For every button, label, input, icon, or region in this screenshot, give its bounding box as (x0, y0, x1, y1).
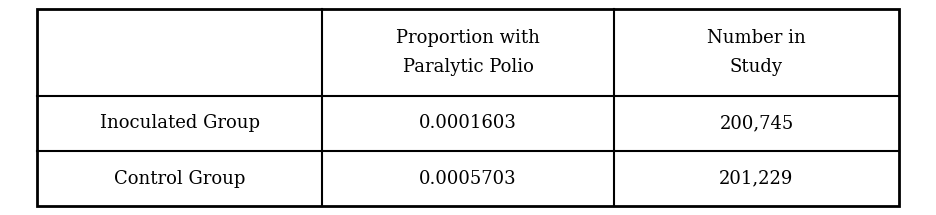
Text: Control Group: Control Group (114, 170, 245, 188)
Text: Proportion with
Paralytic Polio: Proportion with Paralytic Polio (396, 29, 540, 76)
Text: 0.0005703: 0.0005703 (419, 170, 517, 188)
Text: 0.0001603: 0.0001603 (419, 114, 517, 132)
Text: Inoculated Group: Inoculated Group (99, 114, 259, 132)
Text: Number in
Study: Number in Study (707, 29, 806, 76)
Text: 201,229: 201,229 (719, 170, 794, 188)
Text: 200,745: 200,745 (720, 114, 794, 132)
